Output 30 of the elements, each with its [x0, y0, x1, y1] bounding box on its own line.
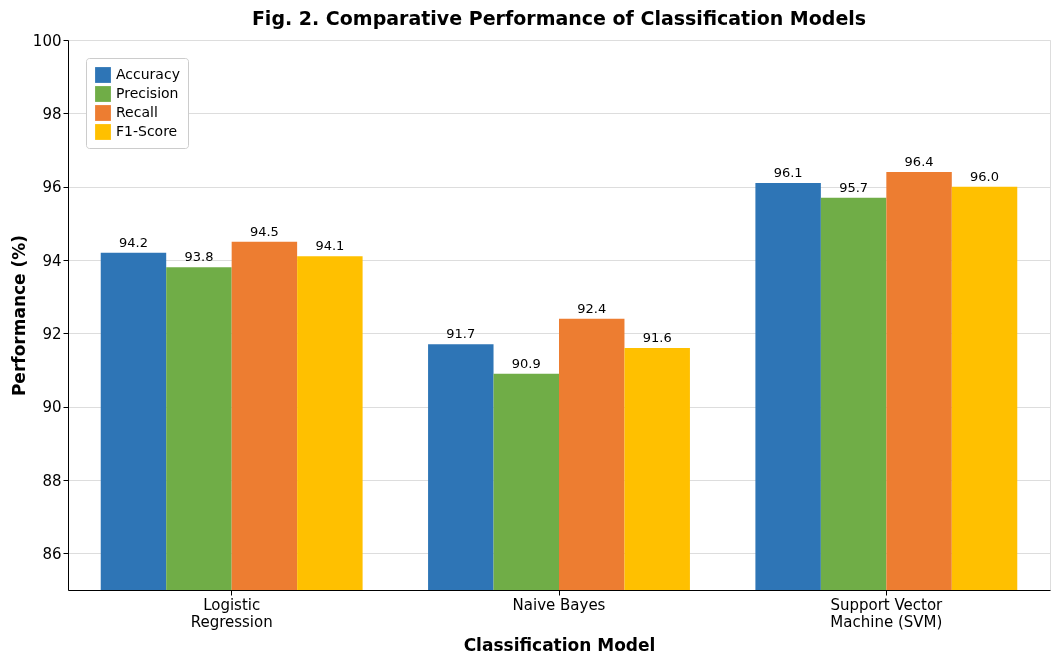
legend-label: Precision [116, 85, 179, 101]
y-tick-label: 88 [42, 471, 62, 490]
data-label: 96.1 [773, 165, 803, 180]
data-label: 96.0 [970, 168, 1000, 184]
data-label: 94.5 [249, 223, 279, 239]
data-label: 94.2 [118, 234, 148, 250]
data-label: 90.9 [511, 355, 541, 371]
chart-title: Fig. 2. Comparative Performance of Classification Models [251, 7, 867, 29]
y-tick-label: 100 [32, 31, 62, 50]
data-label: 94.1 [315, 238, 345, 254]
legend-label: Recall [116, 104, 158, 120]
y-tick-label: 92 [42, 324, 62, 343]
y-tick-label: 96 [42, 178, 62, 197]
y-tick-label: 94 [42, 251, 62, 270]
x-tick-label: Naive Bayes [512, 595, 606, 614]
x-tick-label: Logistic Regression [190, 595, 273, 631]
data-label: 96.4 [904, 154, 934, 169]
data-label: 91.6 [642, 330, 672, 345]
data-label: 92.4 [577, 300, 607, 316]
data-label: 93.8 [184, 249, 214, 265]
y-tick-label: 98 [42, 104, 62, 123]
x-tick-label: Support Vector Machine (SVM) [830, 595, 944, 631]
y-tick-label: 86 [42, 544, 62, 563]
legend-label: F1-Score [116, 123, 178, 139]
legend-label: Accuracy [116, 66, 180, 82]
x-axis-title: Classification Model [463, 634, 656, 655]
y-axis-title: Performance (%) [8, 234, 29, 397]
data-label: 91.7 [446, 326, 476, 342]
y-tick-label: 90 [42, 398, 62, 417]
data-label: 95.7 [839, 179, 869, 195]
